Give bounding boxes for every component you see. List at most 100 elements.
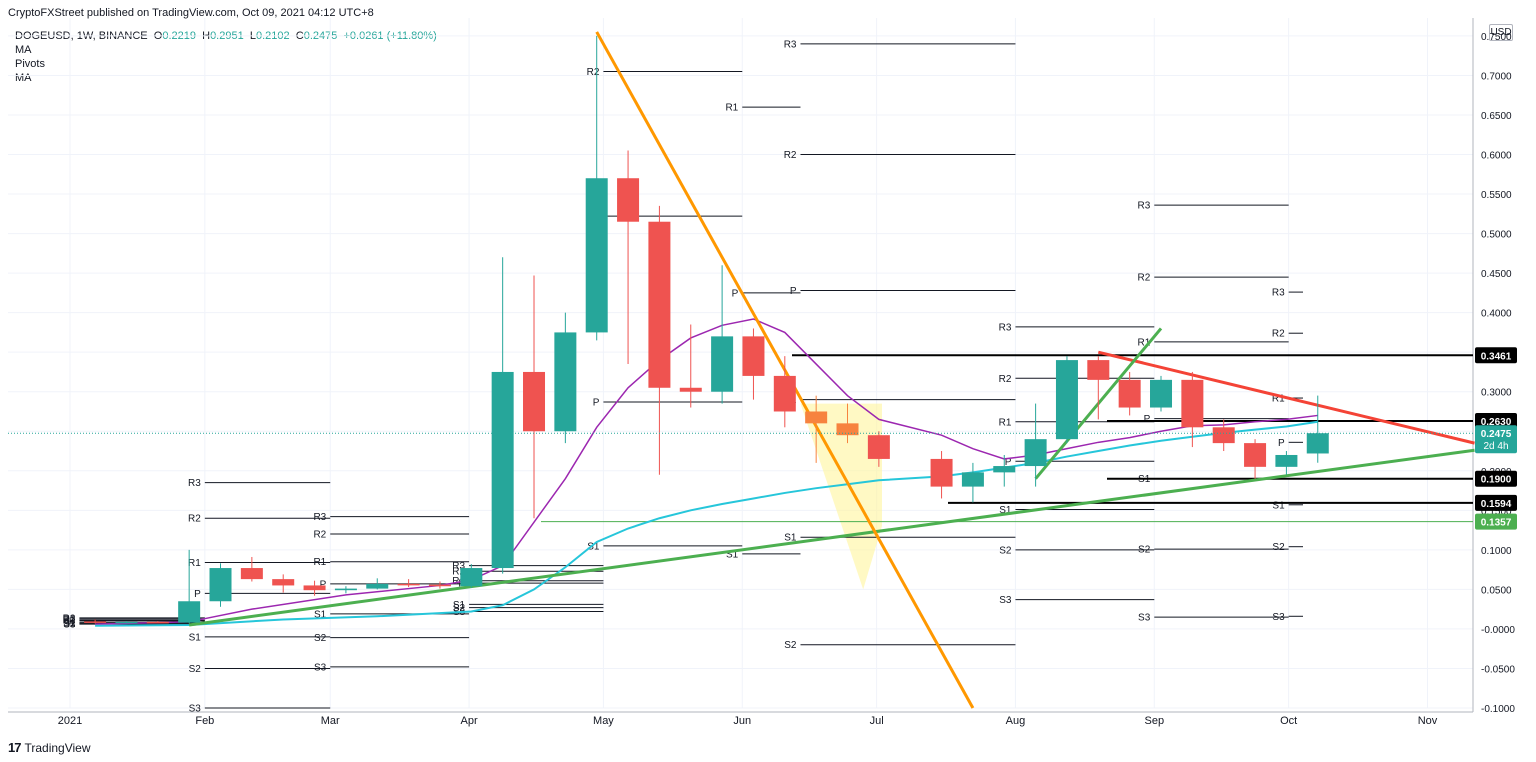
candle-body	[1212, 427, 1235, 444]
pivot-label: S1	[314, 609, 327, 620]
x-tick-label: Jun	[733, 715, 751, 727]
tradingview-logo-icon: 17	[8, 740, 22, 755]
pivot-label: R3	[63, 613, 76, 624]
pivot-label: P	[69, 617, 76, 628]
candle-body	[272, 579, 295, 586]
pivot-label: S1	[189, 632, 202, 643]
legend-indicator-ma-1[interactable]: MA	[15, 44, 32, 56]
pivot-label: R1	[725, 103, 738, 114]
pivot-label: S1	[999, 505, 1012, 516]
pivot-label: S1	[784, 533, 797, 544]
y-tick-label: 0.5500	[1481, 190, 1512, 201]
candle-body	[1306, 433, 1329, 454]
pivot-label: S1	[1272, 500, 1285, 511]
footer-brand-text: TradingView	[24, 740, 91, 755]
x-tick-label: Apr	[461, 715, 478, 727]
pivot-label: S2	[1138, 545, 1151, 556]
pivot-label: S2	[784, 640, 797, 651]
pivot-label: R1	[313, 557, 326, 568]
pivot-label: P	[194, 589, 201, 600]
legend-indicator-pivots[interactable]: Pivots	[15, 58, 45, 70]
pivot-label: P	[1278, 438, 1285, 449]
pivot-label: R1	[1272, 394, 1285, 405]
pivot-label: R3	[1137, 201, 1150, 212]
candle-body	[648, 221, 671, 388]
pivot-label: R3	[1272, 288, 1285, 299]
pivot-label: R2	[784, 150, 797, 161]
pivot-label: R2	[1272, 329, 1285, 340]
candle-body	[1181, 379, 1204, 428]
pivot-label: S1	[63, 618, 76, 629]
candle-body	[585, 178, 608, 333]
pivot-label: S3	[63, 620, 76, 631]
pivot-label: R1	[999, 417, 1012, 428]
current-price-label: 0.2475	[1481, 429, 1512, 440]
candle-body	[679, 387, 702, 392]
ma-cyan-line	[95, 420, 1318, 627]
pivot-label: R1	[63, 616, 76, 627]
current-price-badge	[1475, 425, 1517, 454]
pivot-label: R2	[188, 514, 201, 525]
candle-body	[773, 375, 796, 412]
candle-body	[397, 583, 420, 586]
trendline	[188, 448, 1475, 627]
x-tick-label: 2021	[58, 715, 82, 727]
pivot-label: S2	[999, 545, 1012, 556]
key-level-badge	[1475, 470, 1517, 487]
pivot-label: S3	[189, 704, 202, 715]
pivot-label: S1	[726, 549, 739, 560]
candle-body	[209, 568, 232, 602]
pivot-label: S3	[999, 595, 1012, 606]
y-tick-label: 0.1000	[1481, 546, 1512, 557]
candle-body	[1087, 360, 1110, 380]
y-tick-label: 0.5000	[1481, 230, 1512, 241]
candle-body	[711, 336, 734, 392]
pivot-label: R1	[188, 558, 201, 569]
candle-body	[1118, 379, 1141, 408]
pivot-label: S2	[63, 619, 76, 630]
candle-body	[836, 423, 859, 436]
pivot-label: R2	[452, 567, 465, 578]
y-tick-label: -0.0500	[1481, 664, 1515, 675]
candle-body	[1244, 443, 1267, 467]
pivot-label: R3	[313, 512, 326, 523]
pivot-label: R2	[999, 374, 1012, 385]
pivot-label: R1	[1137, 337, 1150, 348]
y-tick-label: 0.6500	[1481, 111, 1512, 122]
key-level-badge	[1475, 412, 1517, 429]
y-tick-label: 0.4000	[1481, 309, 1512, 320]
pivot-label: S2	[453, 603, 466, 614]
pivot-label: R2	[1137, 273, 1150, 284]
pivot-label: P	[593, 398, 600, 409]
x-tick-label: Jul	[870, 715, 884, 727]
candle-body	[523, 371, 546, 432]
key-level-badge	[1475, 347, 1517, 364]
key-level-badge	[1475, 513, 1517, 530]
candle-body	[961, 472, 984, 487]
candle-body	[146, 621, 169, 624]
x-tick-label: Nov	[1418, 715, 1438, 727]
key-level-label: 0.1357	[1481, 518, 1512, 529]
x-tick-label: Aug	[1006, 715, 1026, 727]
y-tick-label: 0.7000	[1481, 71, 1512, 82]
y-tick-label: 0.0500	[1481, 585, 1512, 596]
candle-body	[867, 435, 890, 459]
highlight-zone	[800, 403, 882, 590]
y-tick-label: 0.3000	[1481, 388, 1512, 399]
pivot-label: P	[320, 579, 327, 590]
currency-button[interactable]: USD	[1489, 24, 1513, 41]
candle-body	[1150, 379, 1173, 408]
y-tick-label: -0.0000	[1481, 625, 1515, 636]
key-level-label: 0.1594	[1481, 499, 1512, 510]
pivot-label: S2	[1272, 542, 1285, 553]
candle-body	[460, 568, 483, 587]
key-level-label: 0.2630	[1481, 417, 1512, 428]
pivot-label: R3	[784, 39, 797, 50]
candle-body	[1055, 360, 1078, 440]
footer-branding[interactable]: 17 TradingView	[8, 740, 91, 755]
y-tick-label: 0.4500	[1481, 269, 1512, 280]
pivot-label: S3	[1138, 613, 1151, 624]
candle-body	[554, 332, 577, 432]
candle-body	[930, 458, 953, 487]
